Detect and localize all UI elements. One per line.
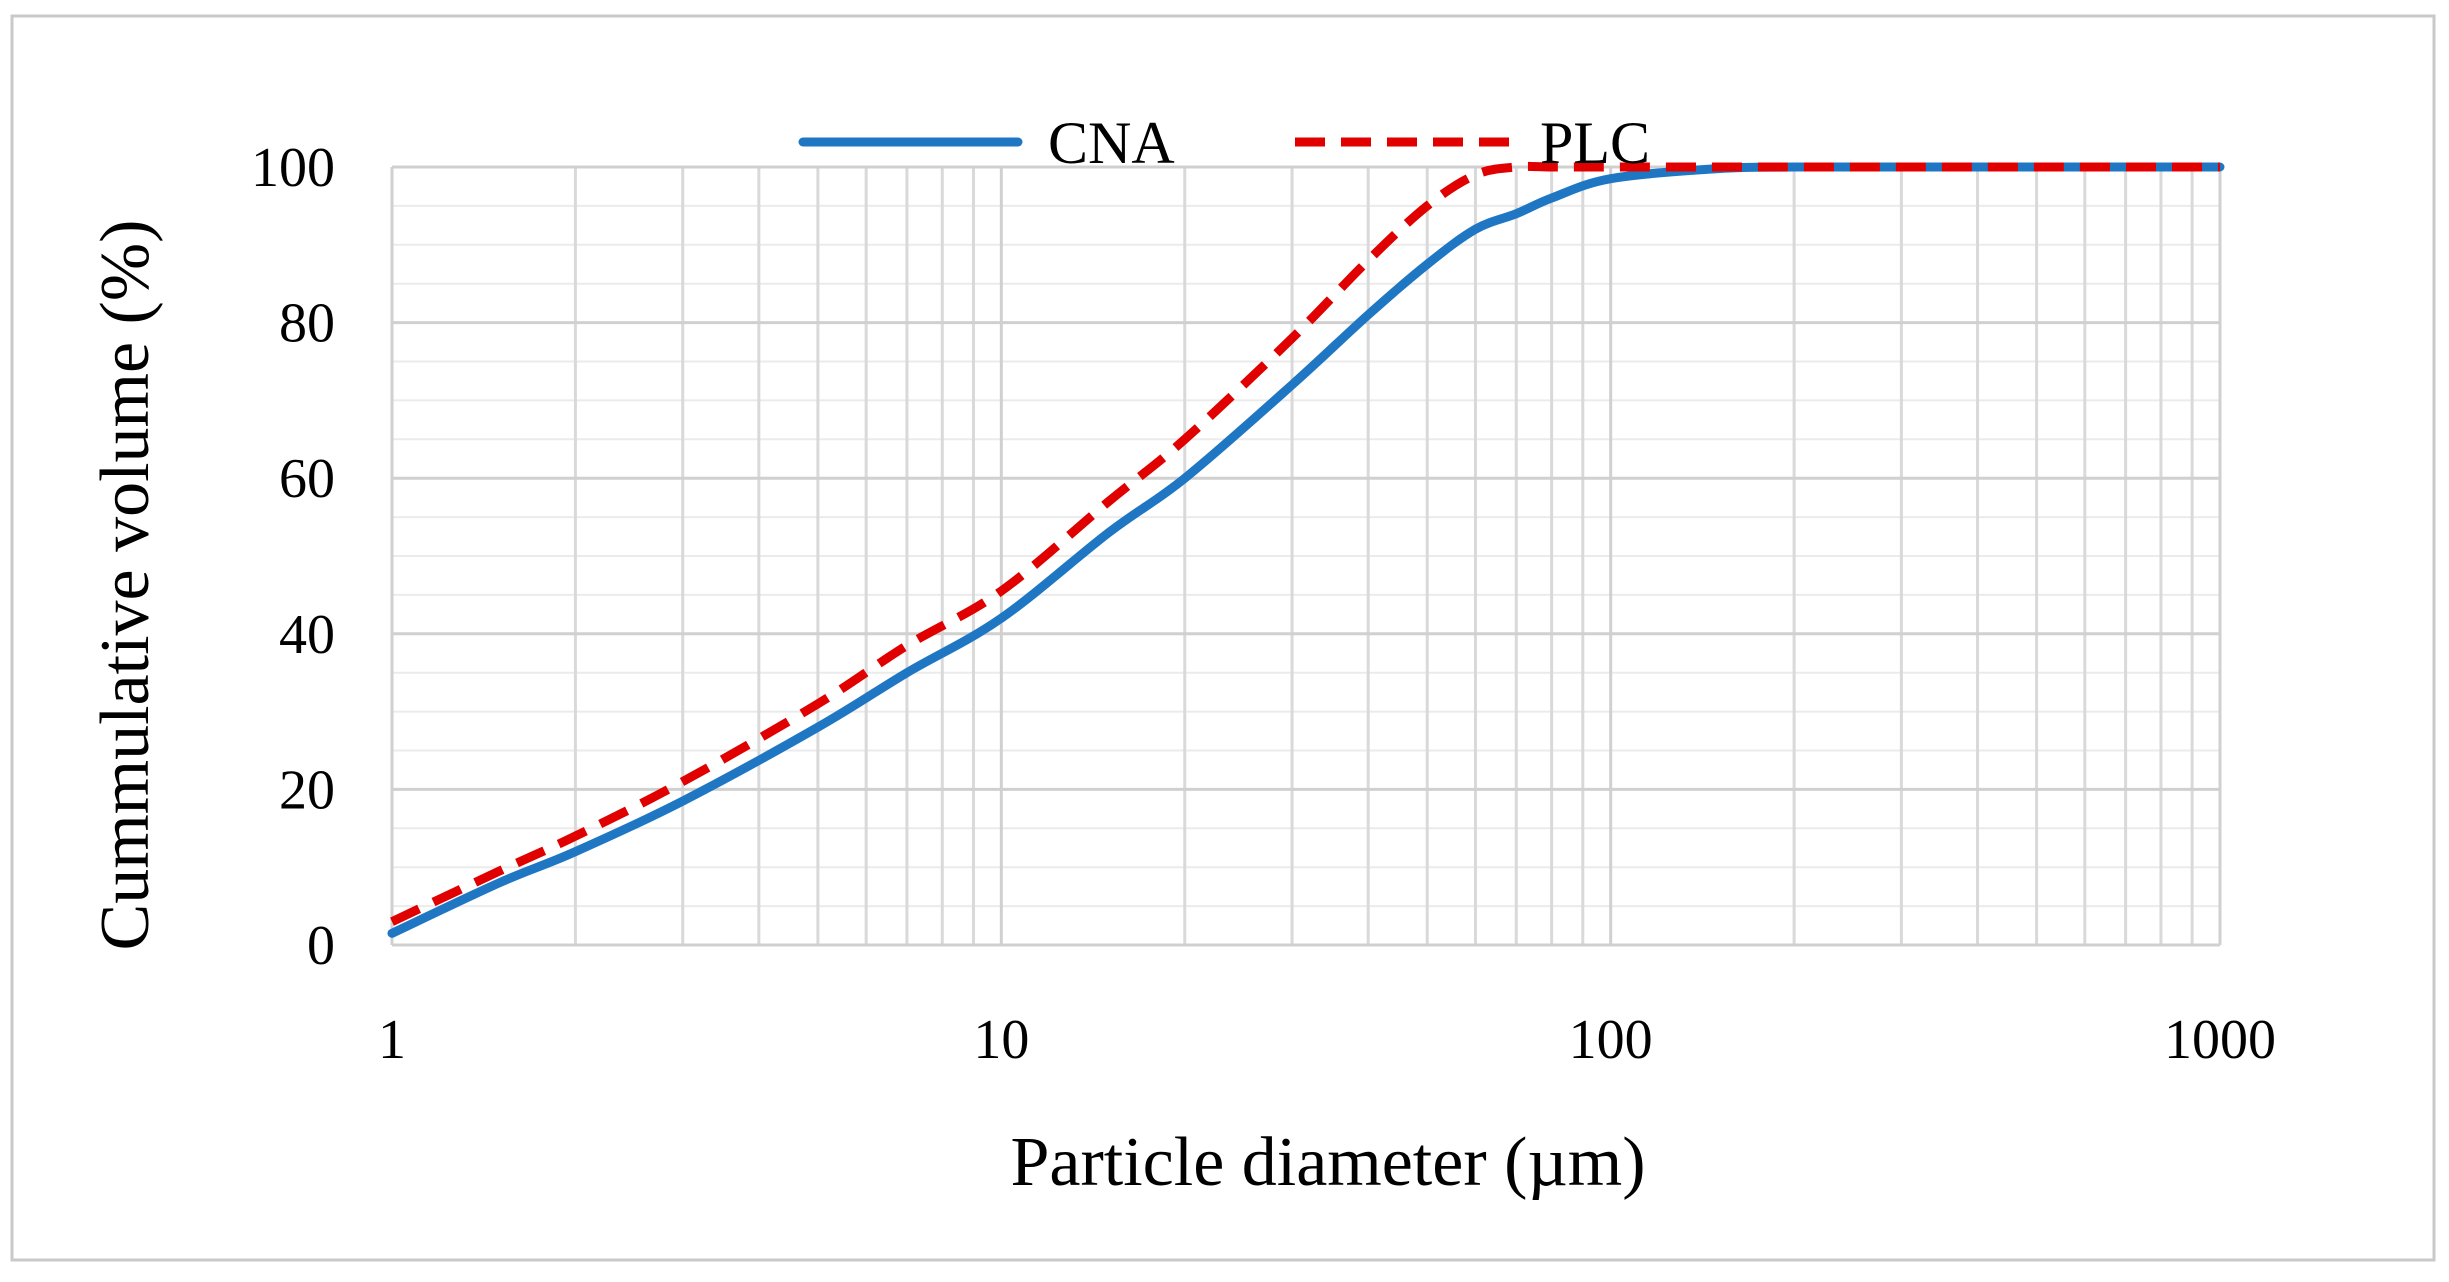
y-tick-label: 80: [279, 293, 335, 355]
y-tick-label: 20: [279, 759, 335, 821]
series-layer: [387, 161, 2225, 938]
minor-gridlines: [392, 167, 2220, 945]
legend-label-cna: CNA: [1048, 110, 1175, 176]
y-tick-label: 100: [251, 137, 335, 199]
x-tick-label: 1000: [2164, 1009, 2276, 1071]
x-axis-tick-labels: 1 10 100 1000: [378, 1009, 2276, 1071]
x-tick-label: 100: [1569, 1009, 1653, 1071]
y-axis-tick-labels: 0 20 40 60 80 100: [251, 137, 335, 977]
y-tick-label: 40: [279, 604, 335, 666]
x-tick-label: 1: [378, 1009, 406, 1071]
series-line-cna: [387, 162, 2225, 938]
x-tick-label: 10: [973, 1009, 1029, 1071]
major-gridlines: [390, 165, 2222, 947]
legend: CNA PLC: [798, 110, 1650, 176]
x-axis-title: Particle diameter (µm): [1010, 1124, 1645, 1201]
series-line-plc: [390, 161, 2220, 926]
outer-frame: [10, 14, 2436, 1262]
legend-label-plc: PLC: [1540, 110, 1650, 176]
y-tick-label: 0: [307, 915, 335, 977]
y-tick-label: 60: [279, 448, 335, 510]
y-axis-title: Cummulative volume (%): [87, 220, 164, 951]
